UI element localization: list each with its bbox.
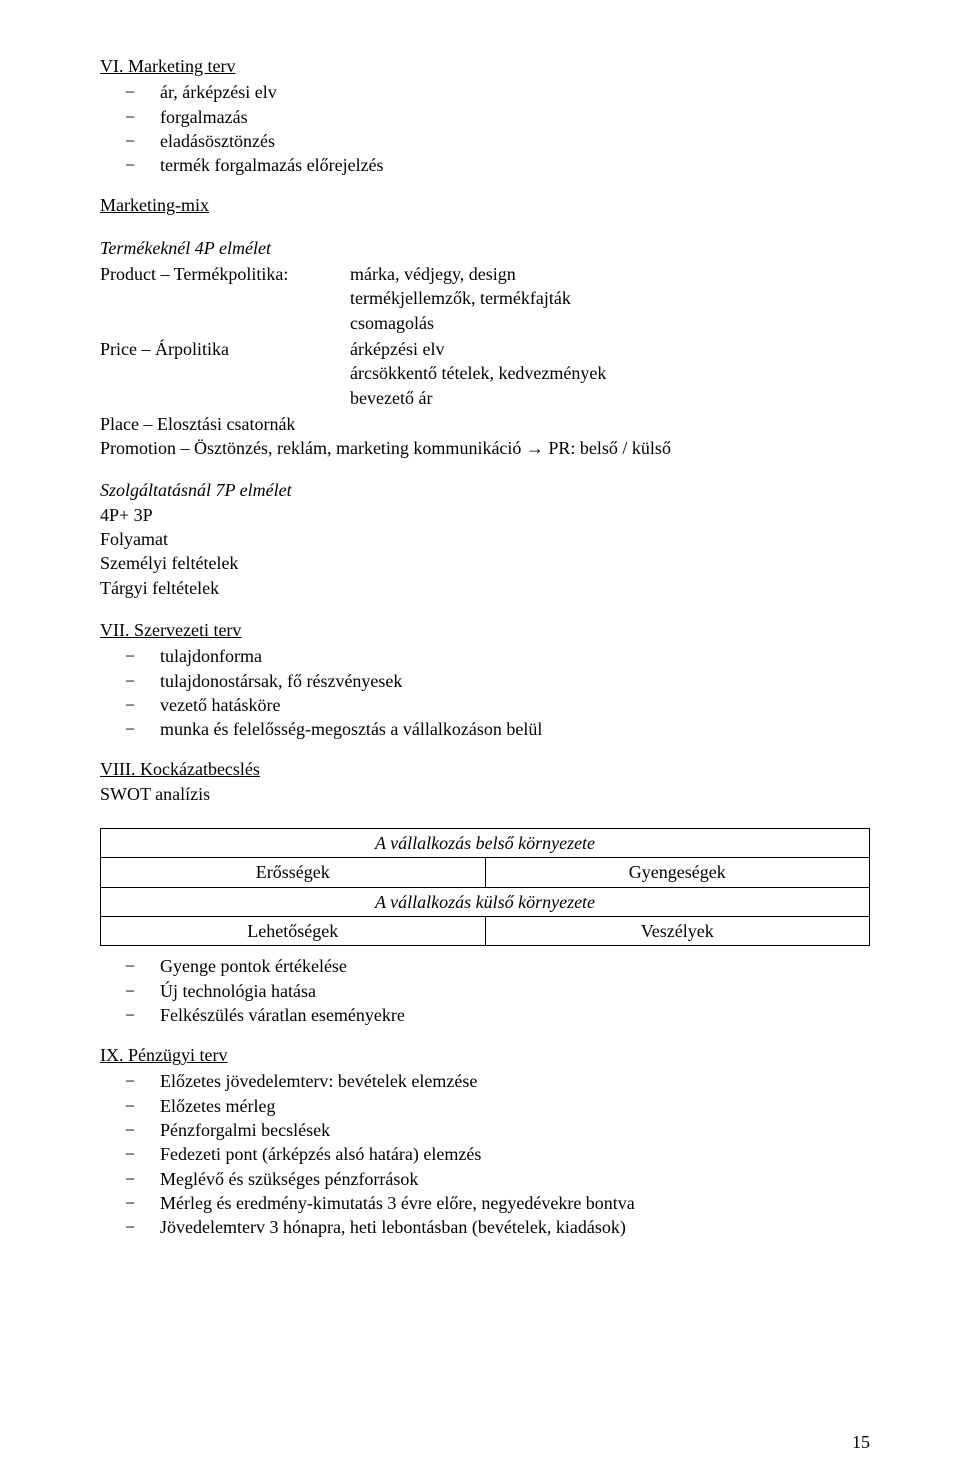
dash-icon: − <box>100 693 160 717</box>
list-item: Előzetes mérleg <box>160 1094 275 1118</box>
p7-line: 4P+ 3P <box>100 503 870 527</box>
swot-label: SWOT analízis <box>100 782 870 806</box>
dash-icon: − <box>100 1118 160 1142</box>
p7-title: Szolgáltatásnál 7P elmélet <box>100 478 870 502</box>
p7-line: Tárgyi feltételek <box>100 576 870 600</box>
list-item: vezető hatásköre <box>160 693 280 717</box>
page-number: 15 <box>852 1430 870 1454</box>
dash-icon: − <box>100 1142 160 1166</box>
text-line: bevezető ár <box>350 386 870 410</box>
section-7-title: VII. Szervezeti terv <box>100 618 870 642</box>
product-row: Product – Termékpolitika: márka, védjegy… <box>100 262 870 335</box>
list-item: Gyenge pontok értékelése <box>160 954 347 978</box>
p7-line: Folyamat <box>100 527 870 551</box>
section-6-list: −ár, árképzési elv −forgalmazás −eladásö… <box>100 80 870 177</box>
list-item: munka és felelősség-megosztás a vállalko… <box>160 717 542 741</box>
swot-outer: A vállalkozás külső környezete <box>101 887 870 916</box>
dash-icon: − <box>100 954 160 978</box>
dash-icon: − <box>100 669 160 693</box>
text-line: árképzési elv <box>350 337 870 361</box>
section-7-list: −tulajdonforma −tulajdonostársak, fő rés… <box>100 644 870 741</box>
list-item: Jövedelemterv 3 hónapra, heti lebontásba… <box>160 1215 626 1239</box>
list-item: Fedezeti pont (árképzés alsó határa) ele… <box>160 1142 481 1166</box>
dash-icon: − <box>100 979 160 1003</box>
price-row: Price – Árpolitika árképzési elv árcsökk… <box>100 337 870 410</box>
p7-line: Személyi feltételek <box>100 551 870 575</box>
list-item: eladásösztönzés <box>160 129 275 153</box>
list-item: Új technológia hatása <box>160 979 316 1003</box>
swot-table: A vállalkozás belső környezete Erősségek… <box>100 828 870 946</box>
list-item: forgalmazás <box>160 105 248 129</box>
list-item: Előzetes jövedelemterv: bevételek elemzé… <box>160 1069 477 1093</box>
price-lines: árképzési elv árcsökkentő tételek, kedve… <box>350 337 870 410</box>
section-8-list: −Gyenge pontok értékelése −Új technológi… <box>100 954 870 1027</box>
list-item: Meglévő és szükséges pénzforrások <box>160 1167 418 1191</box>
marketing-mix-title: Marketing-mix <box>100 193 870 217</box>
dash-icon: − <box>100 1003 160 1027</box>
dash-icon: − <box>100 1191 160 1215</box>
list-item: ár, árképzési elv <box>160 80 277 104</box>
document-page: VI. Marketing terv −ár, árképzési elv −f… <box>0 0 960 1484</box>
text-line: árcsökkentő tételek, kedvezmények <box>350 361 870 385</box>
section-8-title: VIII. Kockázatbecslés <box>100 757 870 781</box>
product-lines: márka, védjegy, design termékjellemzők, … <box>350 262 870 335</box>
dash-icon: − <box>100 1215 160 1239</box>
swot-weaknesses: Gyengeségek <box>485 858 870 887</box>
text-line: márka, védjegy, design <box>350 262 870 286</box>
section-6-title: VI. Marketing terv <box>100 54 870 78</box>
p4-title: Termékeknél 4P elmélet <box>100 236 870 260</box>
swot-inner: A vállalkozás belső környezete <box>101 829 870 858</box>
place-line: Place – Elosztási csatornák <box>100 412 870 436</box>
list-item: Mérleg és eredmény-kimutatás 3 évre előr… <box>160 1191 635 1215</box>
section-9-list: −Előzetes jövedelemterv: bevételek elemz… <box>100 1069 870 1239</box>
list-item: tulajdonforma <box>160 644 262 668</box>
swot-opportunities: Lehetőségek <box>101 916 486 945</box>
product-label: Product – Termékpolitika: <box>100 262 350 335</box>
dash-icon: − <box>100 717 160 741</box>
list-item: tulajdonostársak, fő részvényesek <box>160 669 402 693</box>
swot-threats: Veszélyek <box>485 916 870 945</box>
promotion-line: Promotion – Ösztönzés, reklám, marketing… <box>100 436 870 460</box>
dash-icon: − <box>100 153 160 177</box>
price-label: Price – Árpolitika <box>100 337 350 410</box>
dash-icon: − <box>100 80 160 104</box>
text-line: termékjellemzők, termékfajták <box>350 286 870 310</box>
list-item: termék forgalmazás előrejelzés <box>160 153 384 177</box>
dash-icon: − <box>100 1167 160 1191</box>
list-item: Pénzforgalmi becslések <box>160 1118 330 1142</box>
dash-icon: − <box>100 105 160 129</box>
text-line: csomagolás <box>350 311 870 335</box>
dash-icon: − <box>100 129 160 153</box>
swot-strengths: Erősségek <box>101 858 486 887</box>
section-9-title: IX. Pénzügyi terv <box>100 1043 870 1067</box>
list-item: Felkészülés váratlan eseményekre <box>160 1003 405 1027</box>
dash-icon: − <box>100 644 160 668</box>
dash-icon: − <box>100 1094 160 1118</box>
dash-icon: − <box>100 1069 160 1093</box>
